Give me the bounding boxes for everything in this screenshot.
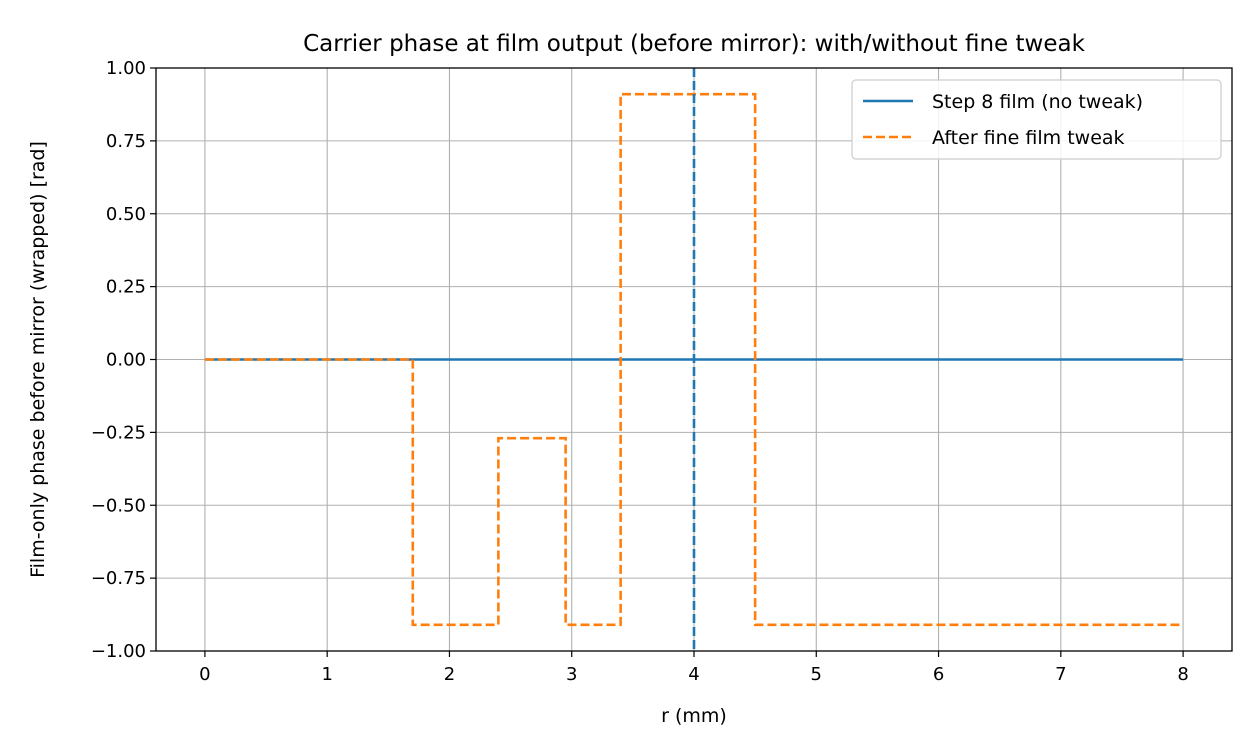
x-tick-label: 4 xyxy=(688,664,699,685)
y-tick-label: 0.50 xyxy=(106,204,146,225)
x-tick-label: 8 xyxy=(1177,664,1188,685)
legend-label-tweak: After fine film tweak xyxy=(932,127,1125,149)
ticks: 0 1 2 3 4 5 6 7 8 −1.00 −0.75 −0.50 −0.25 0.00 0.25 0.5… xyxy=(91,58,1189,685)
x-tick-label: 1 xyxy=(321,664,332,685)
y-tick-label: 0.00 xyxy=(106,350,146,371)
series-line-tweak xyxy=(204,92,1184,627)
x-tick-label: 3 xyxy=(566,664,577,685)
y-tick-label: 1.00 xyxy=(106,58,146,79)
x-tick-label: 7 xyxy=(1055,664,1066,685)
x-tick-label: 2 xyxy=(444,664,455,685)
x-tick-label: 0 xyxy=(199,664,210,685)
y-tick-label: −0.25 xyxy=(91,422,146,443)
legend: Step 8 film (no tweak) After fine film t… xyxy=(851,79,1222,160)
y-tick-label: 0.75 xyxy=(106,131,146,152)
x-tick-label: 5 xyxy=(811,664,822,685)
y-axis-label: Film-only phase before mirror (wrapped) … xyxy=(27,141,49,578)
legend-label-step8: Step 8 film (no tweak) xyxy=(932,91,1143,113)
legend-box xyxy=(851,79,1222,160)
series-layer xyxy=(204,68,1184,651)
y-tick-label: −0.75 xyxy=(91,568,146,589)
y-tick-label: −1.00 xyxy=(91,641,146,662)
x-axis-label: r (mm) xyxy=(661,705,727,727)
chart-title: Carrier phase at film output (before mir… xyxy=(303,31,1085,57)
y-tick-label: 0.25 xyxy=(106,277,146,298)
y-tick-label: −0.50 xyxy=(91,495,146,516)
x-tick-label: 6 xyxy=(933,664,944,685)
